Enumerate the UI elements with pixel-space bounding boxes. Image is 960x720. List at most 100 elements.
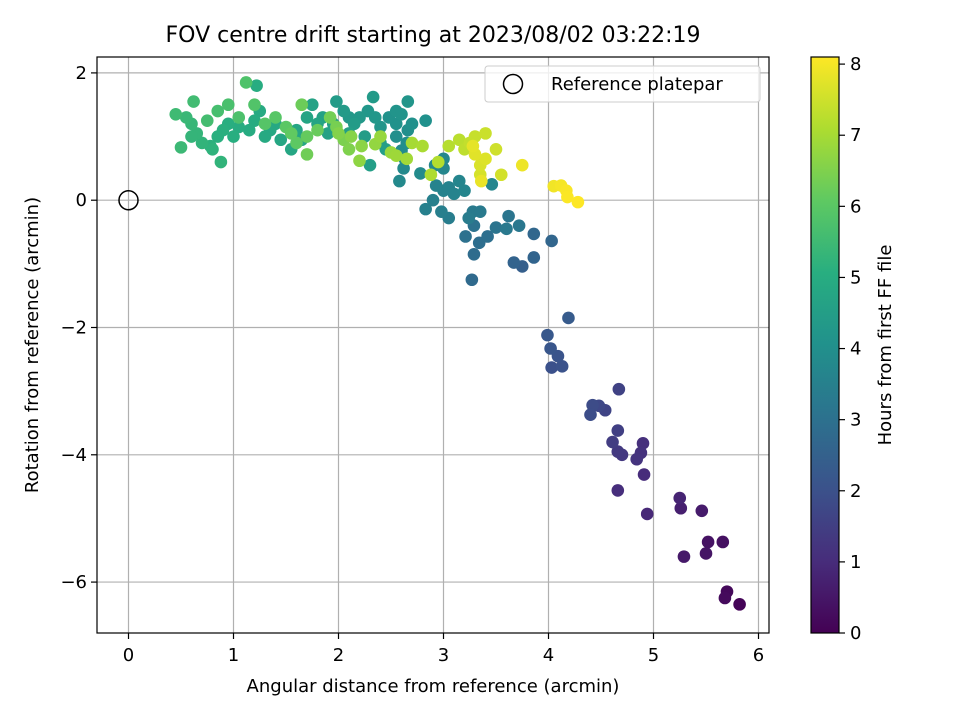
data-point	[416, 139, 429, 153]
data-point	[636, 437, 650, 450]
data-point	[195, 136, 209, 150]
data-point	[452, 133, 466, 147]
data-point	[300, 148, 314, 161]
data-point	[169, 107, 183, 121]
data-point	[232, 111, 246, 124]
data-point	[611, 424, 625, 437]
data-point	[562, 311, 575, 325]
data-point	[527, 227, 541, 241]
data-point	[695, 504, 709, 518]
data-point	[419, 202, 432, 216]
colorbar	[811, 57, 839, 633]
data-point	[512, 219, 526, 232]
data-point	[699, 547, 713, 560]
data-point	[674, 501, 688, 515]
data-point	[561, 190, 574, 204]
data-point	[187, 95, 200, 108]
data-point	[481, 230, 494, 243]
data-point	[555, 360, 569, 373]
data-point	[637, 468, 651, 481]
data-point	[545, 361, 558, 374]
data-point	[242, 123, 256, 137]
data-point	[467, 248, 481, 261]
data-point	[300, 111, 314, 124]
data-point	[305, 98, 319, 112]
x-tick-label: 3	[438, 645, 449, 666]
data-point	[342, 142, 356, 156]
x-tick-label: 0	[123, 645, 134, 666]
data-point	[353, 154, 366, 168]
data-point	[227, 130, 240, 143]
x-axis-ticks: 0 1 2 3 4 5 6	[123, 633, 764, 666]
data-point	[393, 174, 406, 188]
data-point	[462, 211, 476, 225]
data-point	[214, 155, 228, 169]
data-point	[500, 222, 513, 236]
data-point	[429, 179, 443, 192]
data-point	[363, 158, 377, 172]
data-point	[586, 398, 599, 412]
data-point	[515, 158, 529, 172]
data-point	[332, 127, 345, 140]
data-point	[473, 205, 487, 218]
data-point	[323, 111, 337, 124]
data-point	[494, 168, 508, 182]
data-point	[232, 120, 246, 134]
data-point	[374, 130, 387, 143]
data-point	[414, 167, 427, 180]
data-point	[311, 123, 324, 137]
data-point	[431, 155, 445, 169]
legend-entry-reference: Reference platepar	[551, 74, 723, 95]
data-point	[400, 152, 414, 166]
data-point	[344, 130, 358, 143]
data-point	[507, 256, 521, 269]
data-point	[458, 184, 471, 197]
data-point	[489, 221, 503, 234]
data-point	[465, 273, 479, 287]
colorbar-tick-label: 2	[850, 481, 861, 502]
data-point	[677, 550, 691, 563]
y-axis-label: Rotation from reference (arcmin)	[22, 197, 43, 493]
data-point	[466, 139, 480, 153]
data-point	[701, 535, 715, 549]
x-tick-label: 1	[228, 645, 239, 666]
data-point	[239, 76, 253, 89]
data-point	[269, 111, 282, 124]
data-point	[435, 205, 448, 218]
data-point	[544, 342, 557, 355]
data-point	[541, 328, 554, 342]
data-point	[452, 174, 466, 188]
colorbar-tick-label: 6	[850, 196, 861, 217]
colorbar-tick-label: 8	[850, 54, 861, 75]
colorbar-tick-label: 7	[850, 125, 861, 146]
y-tick-label: −6	[60, 572, 87, 593]
data-point	[611, 445, 625, 458]
data-point	[479, 152, 492, 166]
data-point	[489, 142, 503, 156]
y-tick-label: −2	[60, 317, 87, 338]
data-point	[718, 591, 732, 605]
colorbar-tick-label: 3	[850, 410, 861, 431]
data-point	[374, 120, 387, 134]
data-point	[527, 251, 541, 264]
data-point	[612, 382, 626, 396]
data-point	[447, 187, 461, 201]
data-point	[337, 104, 351, 118]
scatter-points	[169, 76, 746, 611]
data-point	[468, 130, 482, 143]
data-point	[179, 111, 193, 124]
data-point	[397, 162, 410, 175]
data-point	[211, 104, 225, 118]
colorbar-tick-label: 1	[850, 552, 861, 573]
reference-platepar-marker	[118, 189, 139, 211]
data-point	[248, 114, 261, 127]
data-point	[248, 98, 261, 112]
data-point	[475, 174, 488, 188]
data-point	[545, 234, 558, 248]
x-tick-label: 2	[333, 645, 344, 666]
data-point	[716, 535, 730, 549]
y-tick-label: 2	[76, 63, 87, 84]
data-point	[606, 435, 619, 449]
legend-box	[484, 65, 761, 103]
